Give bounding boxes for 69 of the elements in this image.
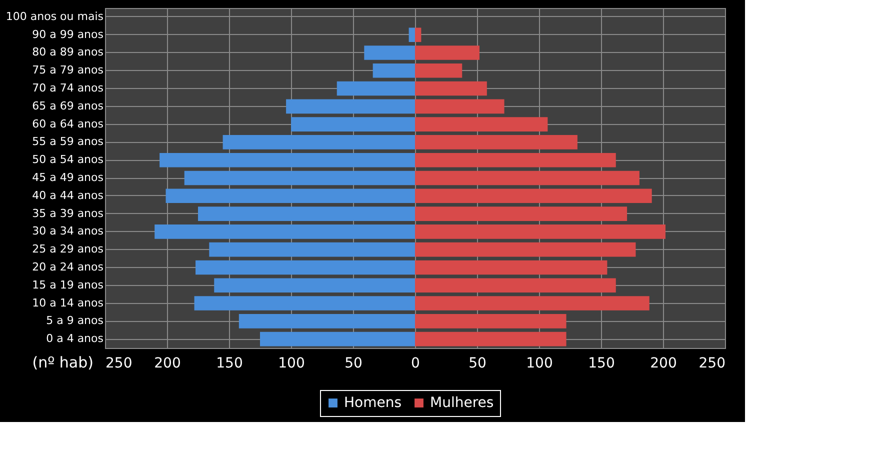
bar: [260, 332, 415, 346]
bar: [222, 135, 415, 150]
bar: [415, 314, 566, 328]
x-tick-label: 50: [344, 356, 362, 372]
bar: [415, 99, 504, 114]
x-tick-label: 200: [650, 356, 677, 372]
bar: [415, 28, 422, 42]
bar: [286, 99, 415, 114]
bar: [364, 46, 415, 60]
bar: [184, 170, 415, 186]
bar: [372, 63, 415, 78]
bar: [415, 206, 628, 221]
x-tick-label: 250: [698, 356, 726, 372]
x-tick-label: 0: [411, 356, 420, 372]
x-tick-label: 200: [154, 356, 181, 372]
bar: [160, 152, 415, 168]
bar: [415, 81, 487, 96]
legend-label: Mulheres: [430, 395, 494, 411]
x-tick-label: 100: [278, 356, 305, 372]
y-tick-label: 50 a 54 anos: [32, 153, 104, 166]
bar: [415, 170, 640, 186]
bar: [415, 242, 636, 257]
y-tick-label: 55 a 59 anos: [32, 135, 104, 148]
bar: [415, 224, 666, 239]
bar: [209, 242, 415, 257]
bar: [336, 81, 415, 96]
y-tick-label: 45 a 49 anos: [32, 171, 104, 184]
y-tick-label: 80 a 89 anos: [32, 46, 104, 59]
y-tick-label: 70 a 74 anos: [32, 82, 104, 95]
y-tick-label: 0 a 4 anos: [46, 332, 104, 346]
bar: [198, 206, 415, 221]
bar: [415, 117, 548, 132]
x-tick-label: 150: [216, 356, 243, 372]
y-tick-label: 90 a 99 anos: [32, 28, 104, 41]
bar: [214, 278, 415, 293]
x-tick-label: 50: [468, 356, 486, 372]
bar: [415, 260, 608, 275]
x-axis-title: (nº hab): [32, 354, 94, 372]
y-tick-label: 5 a 9 anos: [46, 314, 104, 328]
bar: [154, 224, 415, 239]
y-tick-label: 35 a 39 anos: [32, 206, 104, 220]
bar: [291, 117, 415, 132]
bar: [415, 135, 578, 150]
bar: [415, 152, 616, 168]
bar: [415, 63, 462, 78]
y-tick-label: 25 a 29 anos: [32, 242, 104, 256]
y-tick-label: 30 a 34 anos: [32, 224, 104, 238]
y-tick-label: 75 a 79 anos: [32, 64, 104, 77]
y-tick-label: 40 a 44 anos: [32, 188, 104, 202]
bar: [196, 260, 415, 275]
y-tick-label: 100 anos ou mais: [6, 10, 104, 23]
y-tick-label: 20 a 24 anos: [32, 260, 104, 274]
bar: [194, 296, 415, 310]
y-tick-label: 10 a 14 anos: [32, 296, 104, 310]
y-tick-label: 60 a 64 anos: [32, 117, 104, 130]
bar: [415, 46, 480, 60]
x-tick-label: 100: [526, 356, 553, 372]
y-tick-label: 15 a 19 anos: [32, 278, 104, 292]
bar: [415, 188, 652, 204]
bar: [415, 296, 650, 310]
bar: [415, 332, 566, 346]
x-tick-label: 150: [588, 356, 615, 372]
bar: [238, 314, 415, 328]
x-tick-label: 250: [106, 356, 132, 372]
legend-label: Homens: [344, 395, 402, 411]
y-tick-label: 65 a 69 anos: [32, 99, 104, 112]
bar: [166, 188, 415, 204]
bar: [415, 278, 616, 293]
bar: [408, 28, 415, 42]
